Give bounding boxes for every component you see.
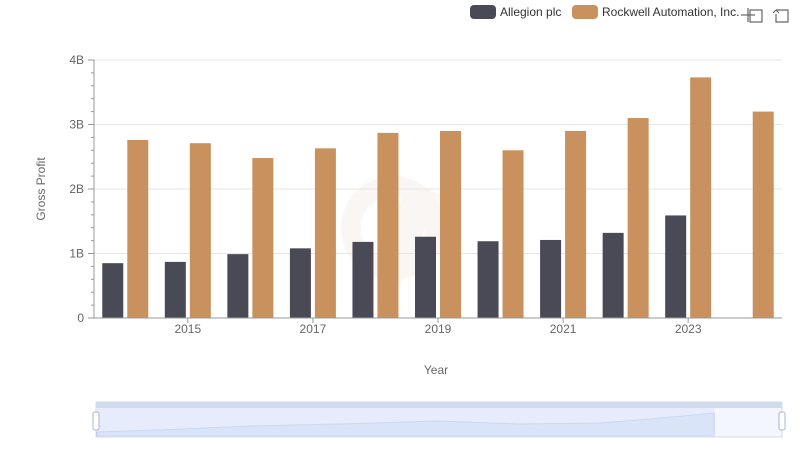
bar-rockwell-2016[interactable] [252, 158, 274, 318]
bar-rockwell-2021[interactable] [565, 130, 587, 318]
x-tick-label: 2019 [425, 322, 452, 336]
legend-swatch-rockwell [572, 5, 598, 19]
legend-label-rockwell: Rockwell Automation, Inc. [602, 5, 739, 19]
bar-rockwell-2022[interactable] [627, 118, 649, 318]
bar-allegion-2018[interactable] [352, 241, 374, 318]
bar-allegion-2020[interactable] [477, 241, 499, 318]
data-zoom-slider[interactable] [92, 401, 786, 438]
legend-label-allegion: Allegion plc [500, 5, 561, 19]
bar-allegion-2016[interactable] [227, 254, 249, 318]
y-tick-label: 3B [69, 118, 84, 132]
y-axis: 0 1B 2B 3B 4B [69, 53, 95, 325]
legend-item-rockwell[interactable]: Rockwell Automation, Inc. [572, 5, 739, 19]
y-tick-label: 1B [69, 247, 84, 261]
bar-rockwell-2020[interactable] [502, 150, 524, 318]
x-tick-label: 2015 [174, 322, 201, 336]
bar-allegion-2023[interactable] [665, 215, 687, 318]
y-tick-label: 4B [69, 53, 84, 67]
bar-allegion-2015[interactable] [164, 261, 186, 318]
x-tick-label: 2023 [675, 322, 702, 336]
reset-zoom-icon[interactable] [772, 9, 789, 23]
y-axis-title: Gross Profit [34, 157, 48, 221]
bar-rockwell-2015[interactable] [189, 143, 211, 318]
zoom-cross-icon[interactable] [741, 8, 763, 23]
bar-rockwell-2018[interactable] [377, 132, 399, 318]
slider-handle-right[interactable] [778, 411, 786, 431]
slider-selection [97, 408, 714, 437]
bar-rockwell-2014[interactable] [127, 139, 149, 318]
legend-item-allegion[interactable]: Allegion plc [470, 5, 561, 19]
x-tick-label: 2021 [550, 322, 577, 336]
bar-allegion-2017[interactable] [289, 248, 311, 318]
y-tick-label: 2B [69, 182, 84, 196]
slider-handle-left[interactable] [92, 411, 100, 431]
x-tick-label: 2017 [300, 322, 327, 336]
legend-swatch-allegion [470, 5, 496, 19]
bar-rockwell-2019[interactable] [440, 130, 461, 318]
bar-rockwell-2017[interactable] [314, 148, 336, 318]
x-axis: 2015 2017 2019 2021 2023 [94, 317, 782, 336]
bar-allegion-2022[interactable] [602, 232, 624, 318]
legend: Allegion plc Rockwell Automation, Inc. [470, 5, 739, 19]
slider-top-bar[interactable] [96, 402, 782, 408]
bar-series [102, 77, 774, 318]
bar-allegion-2014[interactable] [102, 263, 124, 318]
y-tick-label: 0 [77, 311, 84, 325]
x-axis-title: Year [424, 363, 448, 377]
bar-rockwell-2024[interactable] [752, 111, 774, 318]
bar-allegion-2019[interactable] [415, 236, 436, 318]
bar-rockwell-2023[interactable] [690, 77, 712, 318]
bar-allegion-2021[interactable] [540, 239, 562, 318]
